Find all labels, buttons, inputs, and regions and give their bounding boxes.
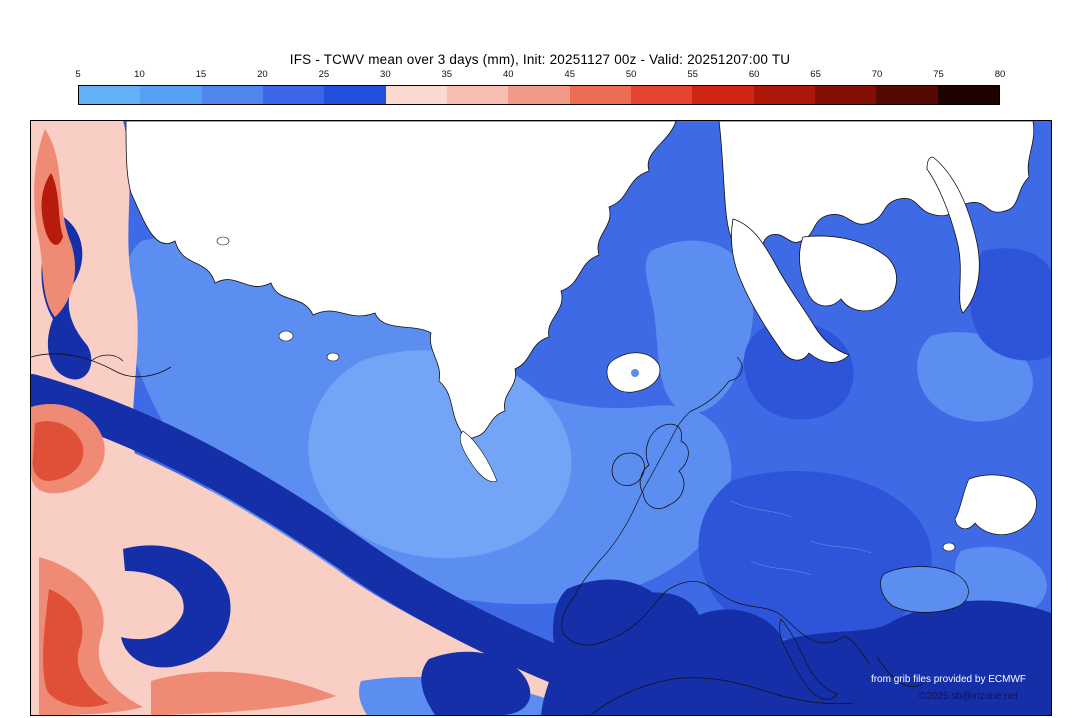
chart-title: IFS - TCWV mean over 3 days (mm), Init: … xyxy=(289,52,791,67)
arctic-island-3 xyxy=(216,236,230,246)
navy-mediterranean-region xyxy=(541,592,1051,715)
red-core-left-mid xyxy=(32,421,84,481)
colorbar-tick-55: 55 xyxy=(687,69,698,80)
colorbar-segment-10-15 xyxy=(140,86,202,104)
colorbar-segment-20-25 xyxy=(262,86,325,104)
colorbar-tick-80: 80 xyxy=(994,69,1006,80)
attribution-text: from grib files provided by ECMWF xyxy=(870,674,1026,685)
greenland-landmass xyxy=(125,121,677,439)
novaya-zemlya-island xyxy=(926,156,980,314)
colorbar-ticks: 5 10 15 20 25 30 35 40 45 50 55 60 65 70 75 80 xyxy=(75,69,1005,82)
navy-hook-swirl xyxy=(121,545,231,668)
colorbar-tick-60: 60 xyxy=(748,69,760,80)
finland-kola-landmass xyxy=(799,235,897,312)
colorbar-tick-20: 20 xyxy=(257,69,268,80)
colorbar-tick-10: 10 xyxy=(134,69,145,80)
red-tongue-bottom xyxy=(151,671,336,715)
colorbar-segment-45-50 xyxy=(569,86,631,104)
iceland-interior-patch xyxy=(631,369,639,377)
red-core-bottomleft xyxy=(43,589,109,707)
central-europe-dark-region xyxy=(698,471,932,642)
colorbar-segment-65-70 xyxy=(814,86,877,104)
colorbar xyxy=(78,85,1000,105)
navy-bottom-blob xyxy=(421,651,531,715)
colorbar-segment-5-10 xyxy=(79,86,141,104)
copyright-text: ©2025 sb@irizone.net xyxy=(918,691,1018,702)
colorbar-segment-35-40 xyxy=(446,86,509,104)
caspian-light-region xyxy=(955,546,1047,615)
colorbar-segment-25-30 xyxy=(324,86,386,104)
norwegian-sea-light-region xyxy=(645,240,754,413)
colorbar-segment-30-35 xyxy=(385,86,447,104)
colorbar-tick-25: 25 xyxy=(318,69,330,80)
labrador-coastline xyxy=(31,353,172,378)
black-sea xyxy=(880,566,969,613)
country-borders xyxy=(730,500,872,576)
red-core-topleft xyxy=(41,173,63,245)
kara-dark-region xyxy=(969,248,1051,361)
north-africa-coastline xyxy=(590,677,854,715)
colorbar-tick-50: 50 xyxy=(625,69,637,80)
caucasus-white-patch xyxy=(954,474,1037,536)
norway-landmass xyxy=(731,218,850,363)
colorbar-tick-35: 35 xyxy=(441,69,453,80)
uk-coastline xyxy=(639,423,689,509)
colorbar-tick-75: 75 xyxy=(933,69,944,80)
colorbar-segment-40-45 xyxy=(508,86,570,104)
colorbar-tick-45: 45 xyxy=(564,69,576,80)
map-canvas xyxy=(31,121,1051,715)
colorbar-tick-70: 70 xyxy=(871,69,883,80)
arctic-island-1 xyxy=(278,330,294,342)
colorbar-tick-40: 40 xyxy=(502,69,514,80)
ireland-coastline xyxy=(611,452,645,486)
colorbar-segment-50-55 xyxy=(630,86,693,104)
mid-atlantic-lighter-region xyxy=(308,350,572,559)
colorbar-tick-65: 65 xyxy=(810,69,821,80)
colorbar-tick-5: 5 xyxy=(75,69,81,80)
navy-frontal-band xyxy=(31,374,665,715)
europe-coastline xyxy=(561,356,926,687)
arctic-island-2 xyxy=(326,352,340,362)
colorbar-segment-60-65 xyxy=(753,86,815,104)
colorbar-segment-15-20 xyxy=(201,86,263,104)
caucasus-white-dot xyxy=(942,542,956,552)
map-frame: from grib files provided by ECMWF ©2025 … xyxy=(30,120,1052,716)
colorbar-segment-55-60 xyxy=(692,86,754,104)
colorbar-tick-30: 30 xyxy=(380,69,391,80)
italy-coastline xyxy=(779,618,838,700)
colorbar-segment-70-75 xyxy=(876,86,938,104)
greenland-south-tail xyxy=(459,430,498,482)
colorbar-tick-15: 15 xyxy=(195,69,207,80)
colorbar-segment-75-80 xyxy=(937,86,999,104)
